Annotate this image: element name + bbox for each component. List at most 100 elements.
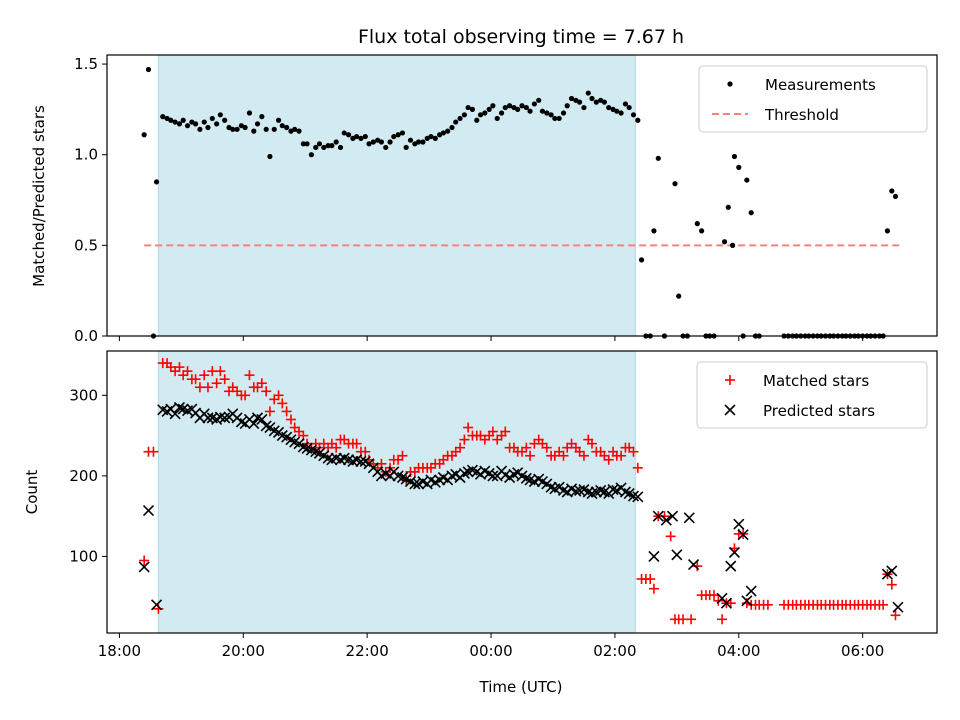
top-y-axis-label: Matched/Predicted stars xyxy=(30,105,48,287)
measurement-point xyxy=(192,121,199,127)
predicted-point xyxy=(322,452,334,464)
measurement-point xyxy=(321,144,327,151)
bottom-xtick-label: 00:00 xyxy=(469,642,512,660)
measurement-point xyxy=(308,152,315,158)
predicted-point xyxy=(235,416,247,428)
measurement-point xyxy=(744,177,750,183)
matched-point xyxy=(277,398,288,409)
measurement-point xyxy=(465,104,471,111)
measurement-point xyxy=(145,66,152,73)
bottom-xtick-label: 06:00 xyxy=(841,642,884,660)
predicted-point xyxy=(886,565,898,577)
measurement-point xyxy=(523,104,529,111)
measurement-point xyxy=(748,210,754,216)
measurement-point xyxy=(251,128,257,134)
measurement-point xyxy=(626,104,632,111)
predicted-point xyxy=(545,481,557,493)
predicted-point xyxy=(671,549,683,561)
measurement-point xyxy=(296,128,302,134)
matched-point xyxy=(603,454,614,465)
measurement-point xyxy=(354,133,360,140)
legend-measurements-label: Measurements xyxy=(765,76,876,94)
top-x-ticks xyxy=(118,336,864,341)
legend-predicted-marker xyxy=(724,404,736,416)
predicted-point xyxy=(728,546,741,558)
measurement-point xyxy=(614,108,620,114)
matched-point xyxy=(219,374,230,385)
legend-threshold-label: Threshold xyxy=(764,106,839,124)
matched-point xyxy=(616,450,627,461)
measurement-point xyxy=(230,126,236,132)
measurement-point xyxy=(428,133,434,140)
measurement-point xyxy=(672,181,678,187)
legend-predicted-label: Predicted stars xyxy=(763,402,875,420)
predicted-point xyxy=(138,561,150,573)
measurement-point xyxy=(329,143,335,149)
predicted-point xyxy=(219,412,231,424)
matched-point xyxy=(541,442,552,453)
measurement-point xyxy=(358,135,364,141)
matched-point xyxy=(174,362,185,373)
measurement-point xyxy=(601,99,607,105)
matched-point xyxy=(285,414,296,425)
predicted-point xyxy=(458,467,470,480)
bottom-ytick-label: 200 xyxy=(69,467,98,485)
matched-point xyxy=(202,382,213,393)
measurement-point xyxy=(593,99,599,105)
matched-points xyxy=(139,358,901,625)
measurement-point xyxy=(618,110,624,116)
top-observing-band xyxy=(157,54,636,337)
measurement-point xyxy=(366,141,372,147)
measurement-point xyxy=(217,112,223,118)
legend-measurements-marker xyxy=(727,81,733,87)
measurement-point xyxy=(391,133,397,140)
matched-point xyxy=(351,438,362,449)
predicted-point xyxy=(142,504,155,517)
predicted-point xyxy=(652,510,664,522)
bottom-legend: Matched stars Predicted stars xyxy=(696,361,928,429)
measurement-point xyxy=(531,101,537,107)
measurement-point xyxy=(539,108,546,114)
measurement-point xyxy=(387,139,393,145)
measurement-point xyxy=(519,103,525,109)
measurement-point xyxy=(271,126,277,132)
matched-point xyxy=(215,366,226,377)
measurement-point xyxy=(407,137,414,143)
matched-point xyxy=(692,561,703,572)
measurement-point xyxy=(486,106,492,112)
measurement-point xyxy=(556,115,562,122)
predicted-point xyxy=(582,486,594,498)
predicted-point xyxy=(745,585,757,597)
predicted-point xyxy=(334,454,347,466)
measurement-point xyxy=(254,121,261,127)
predicted-point xyxy=(297,441,309,453)
top-plot: 0.0 0.5 1.0 1.5 Matched/Predicted stars Mea… xyxy=(30,54,938,345)
predicted-point xyxy=(248,417,260,430)
predicted-point xyxy=(660,514,672,526)
measurement-point xyxy=(581,104,587,111)
measurement-point xyxy=(731,153,738,160)
predicted-point xyxy=(632,491,644,503)
matched-point xyxy=(686,614,697,625)
matched-point xyxy=(628,446,639,457)
measurement-point xyxy=(445,128,451,134)
top-points xyxy=(141,66,899,339)
measurement-point xyxy=(176,121,183,127)
predicted-point xyxy=(683,512,695,524)
predicted-point xyxy=(214,411,226,423)
matched-point xyxy=(645,574,656,585)
bottom-y-ticks: 100 200 300 xyxy=(69,386,107,565)
measurement-point xyxy=(474,117,480,123)
top-legend-box xyxy=(698,65,928,133)
matched-point xyxy=(148,446,159,457)
measurement-point xyxy=(577,99,583,105)
measurement-point xyxy=(304,141,310,147)
predicted-point xyxy=(720,597,732,609)
measurement-point xyxy=(378,139,384,145)
predicted-point xyxy=(666,510,679,522)
predicted-point xyxy=(347,455,359,467)
measurement-point xyxy=(259,114,265,120)
measurement-point xyxy=(180,117,186,123)
measurement-point xyxy=(267,153,273,160)
measurement-point xyxy=(527,108,533,114)
